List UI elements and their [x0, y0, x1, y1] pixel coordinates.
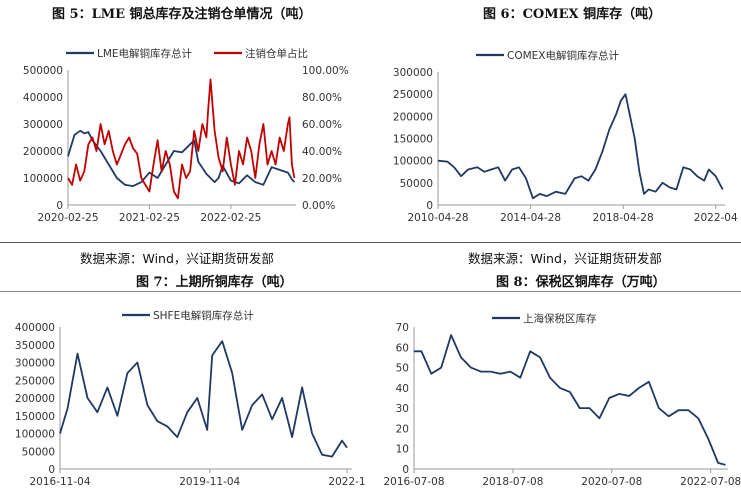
c6-x-tick-label: 2022-04: [694, 212, 738, 224]
c6-y-tick-label: 150000: [393, 134, 433, 146]
c6-series-line-0: [437, 93, 724, 200]
c5-x-tick-label: 2022-02-25: [200, 212, 261, 224]
chart5-source: 数据来源：Wind，兴证期货研发部: [80, 251, 274, 266]
c8-y-tick-label: 40: [396, 383, 409, 395]
c5-legend-label-1: 注销仓单占比: [245, 47, 308, 60]
chart7-title: 图 7：上期所铜库存（吨）: [136, 275, 293, 290]
divider-top: [0, 242, 741, 243]
c5-y-tick-label: 400000: [23, 92, 63, 104]
c7-y-tick-label: 300000: [15, 358, 55, 370]
c5-x-tick-label: 2020-02-25: [37, 212, 98, 224]
chart5-title: 图 5：LME 铜总库存及注销仓单情况（吨）: [52, 7, 312, 22]
divider-bottom: [0, 291, 741, 292]
c8-x-tick-label: 2020-07-08: [581, 476, 642, 488]
c6-legend-label-0: COMEX电解铜库存总计: [507, 49, 619, 62]
c7-legend-label-0: SHFE电解铜库存总计: [153, 309, 254, 322]
c8-legend-label-0: 上海保税区库存: [523, 312, 597, 325]
c7-series-line-0: [59, 340, 348, 458]
c5-y2-tick-label: 20.00%: [302, 173, 342, 185]
c8-y-tick-label: 60: [396, 342, 409, 354]
c5-y-tick-label: 200000: [23, 146, 63, 158]
c5-y-tick-label: 300000: [23, 119, 63, 131]
c7-y-tick-label: 50000: [22, 446, 55, 458]
c5-y-tick-label: 0: [56, 200, 63, 212]
c8-x-tick-label: 2022-07-08: [680, 476, 741, 488]
c8-x-tick-label: 2018-07-08: [482, 476, 543, 488]
c8-y-tick-label: 0: [402, 464, 409, 476]
c5-y2-tick-label: 40.00%: [302, 146, 342, 158]
c5-series-line-1: [67, 78, 296, 200]
c5-y2-tick-label: 100.00%: [302, 65, 349, 77]
c6-y-tick-label: 300000: [393, 67, 433, 79]
c7-y-tick-label: 0: [48, 464, 55, 476]
chart8-title: 图 8：保税区铜库存（万吨）: [496, 275, 666, 290]
c7-y-tick-label: 100000: [15, 429, 55, 441]
c7-x-tick-label: 2019-11-04: [179, 476, 240, 488]
chart7-source: 数据来源：Wind，兴证期货研发部: [468, 251, 662, 266]
c6-y-tick-label: 200000: [393, 111, 433, 123]
c8-x-tick-label: 2016-07-08: [383, 476, 444, 488]
c6-y-tick-label: 50000: [400, 178, 433, 190]
c7-y-tick-label: 400000: [15, 322, 55, 334]
c5-legend-label-0: LME电解铜库存总计: [97, 47, 193, 60]
c6-y-tick-label: 250000: [393, 89, 433, 101]
c6-x-tick-label: 2014-04-28: [500, 212, 561, 224]
c7-y-tick-label: 250000: [15, 375, 55, 387]
c8-y-tick-label: 70: [396, 322, 409, 334]
c7-x-tick-label: 2016-11-04: [29, 476, 90, 488]
c5-y2-tick-label: 80.00%: [302, 92, 342, 104]
c6-x-tick-label: 2010-04-28: [407, 212, 468, 224]
c8-y-tick-label: 10: [396, 444, 409, 456]
c7-y-tick-label: 150000: [15, 411, 55, 423]
c5-y2-tick-label: 0.00%: [302, 200, 335, 212]
chart6-title: 图 6：COMEX 铜库存（吨）: [483, 7, 662, 22]
c7-y-tick-label: 200000: [15, 393, 55, 405]
c8-y-tick-label: 20: [396, 423, 409, 435]
c5-y2-tick-label: 60.00%: [302, 119, 342, 131]
c6-y-tick-label: 100000: [393, 156, 433, 168]
c5-x-tick-label: 2021-02-25: [119, 212, 180, 224]
c5-y-tick-label: 100000: [23, 173, 63, 185]
c8-y-tick-label: 50: [396, 363, 409, 375]
c7-x-tick-label: 2022-1: [328, 476, 365, 488]
c8-series-line-0: [414, 334, 726, 466]
c7-y-tick-label: 350000: [15, 340, 55, 352]
c8-y-tick-label: 30: [396, 403, 409, 415]
c5-y-tick-label: 500000: [23, 65, 63, 77]
c6-x-tick-label: 2018-04-28: [593, 212, 654, 224]
c6-y-tick-label: 0: [426, 200, 433, 212]
